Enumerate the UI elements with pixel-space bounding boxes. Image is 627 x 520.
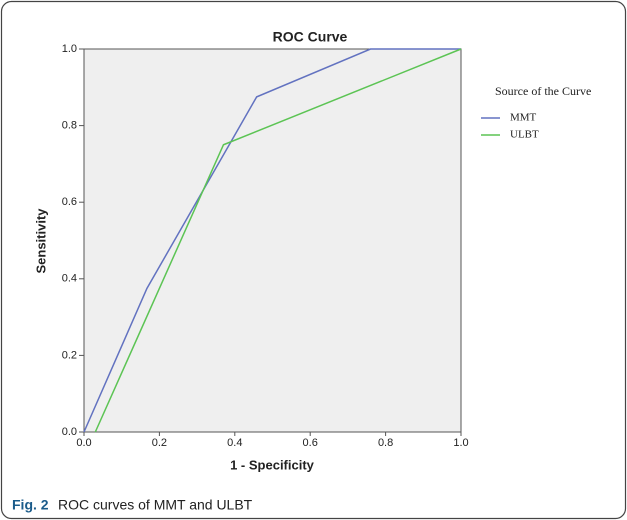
x-tick-label: 0.2 bbox=[152, 437, 167, 449]
y-tick-label: 0.6 bbox=[62, 196, 77, 208]
chart-title: ROC Curve bbox=[273, 29, 348, 45]
x-tick-label: 0.8 bbox=[378, 437, 393, 449]
caption-text: ROC curves of MMT and ULBT bbox=[58, 497, 253, 513]
y-tick-label: 0.2 bbox=[62, 349, 77, 361]
y-tick-label: 1.0 bbox=[62, 43, 77, 55]
roc-line bbox=[94, 48, 462, 433]
x-tick-label: 1.0 bbox=[453, 437, 468, 449]
roc-line bbox=[83, 48, 461, 433]
legend-label: MMT bbox=[510, 112, 537, 124]
y-axis-label: Sensitivity bbox=[33, 208, 48, 274]
plot-area bbox=[83, 48, 462, 433]
x-tick-label: 0.0 bbox=[76, 437, 91, 449]
legend-title: Source of the Curve bbox=[495, 84, 591, 98]
y-tick-label: 0.8 bbox=[62, 120, 77, 132]
x-axis-label: 1 - Specificity bbox=[230, 457, 315, 472]
y-tick-label: 0.0 bbox=[62, 426, 77, 438]
y-tick-label: 0.4 bbox=[62, 273, 77, 285]
x-tick-label: 0.4 bbox=[227, 437, 242, 449]
caption-label: Fig. 2 bbox=[12, 497, 49, 513]
legend-label: ULBT bbox=[510, 129, 539, 141]
x-tick-label: 0.6 bbox=[303, 437, 318, 449]
